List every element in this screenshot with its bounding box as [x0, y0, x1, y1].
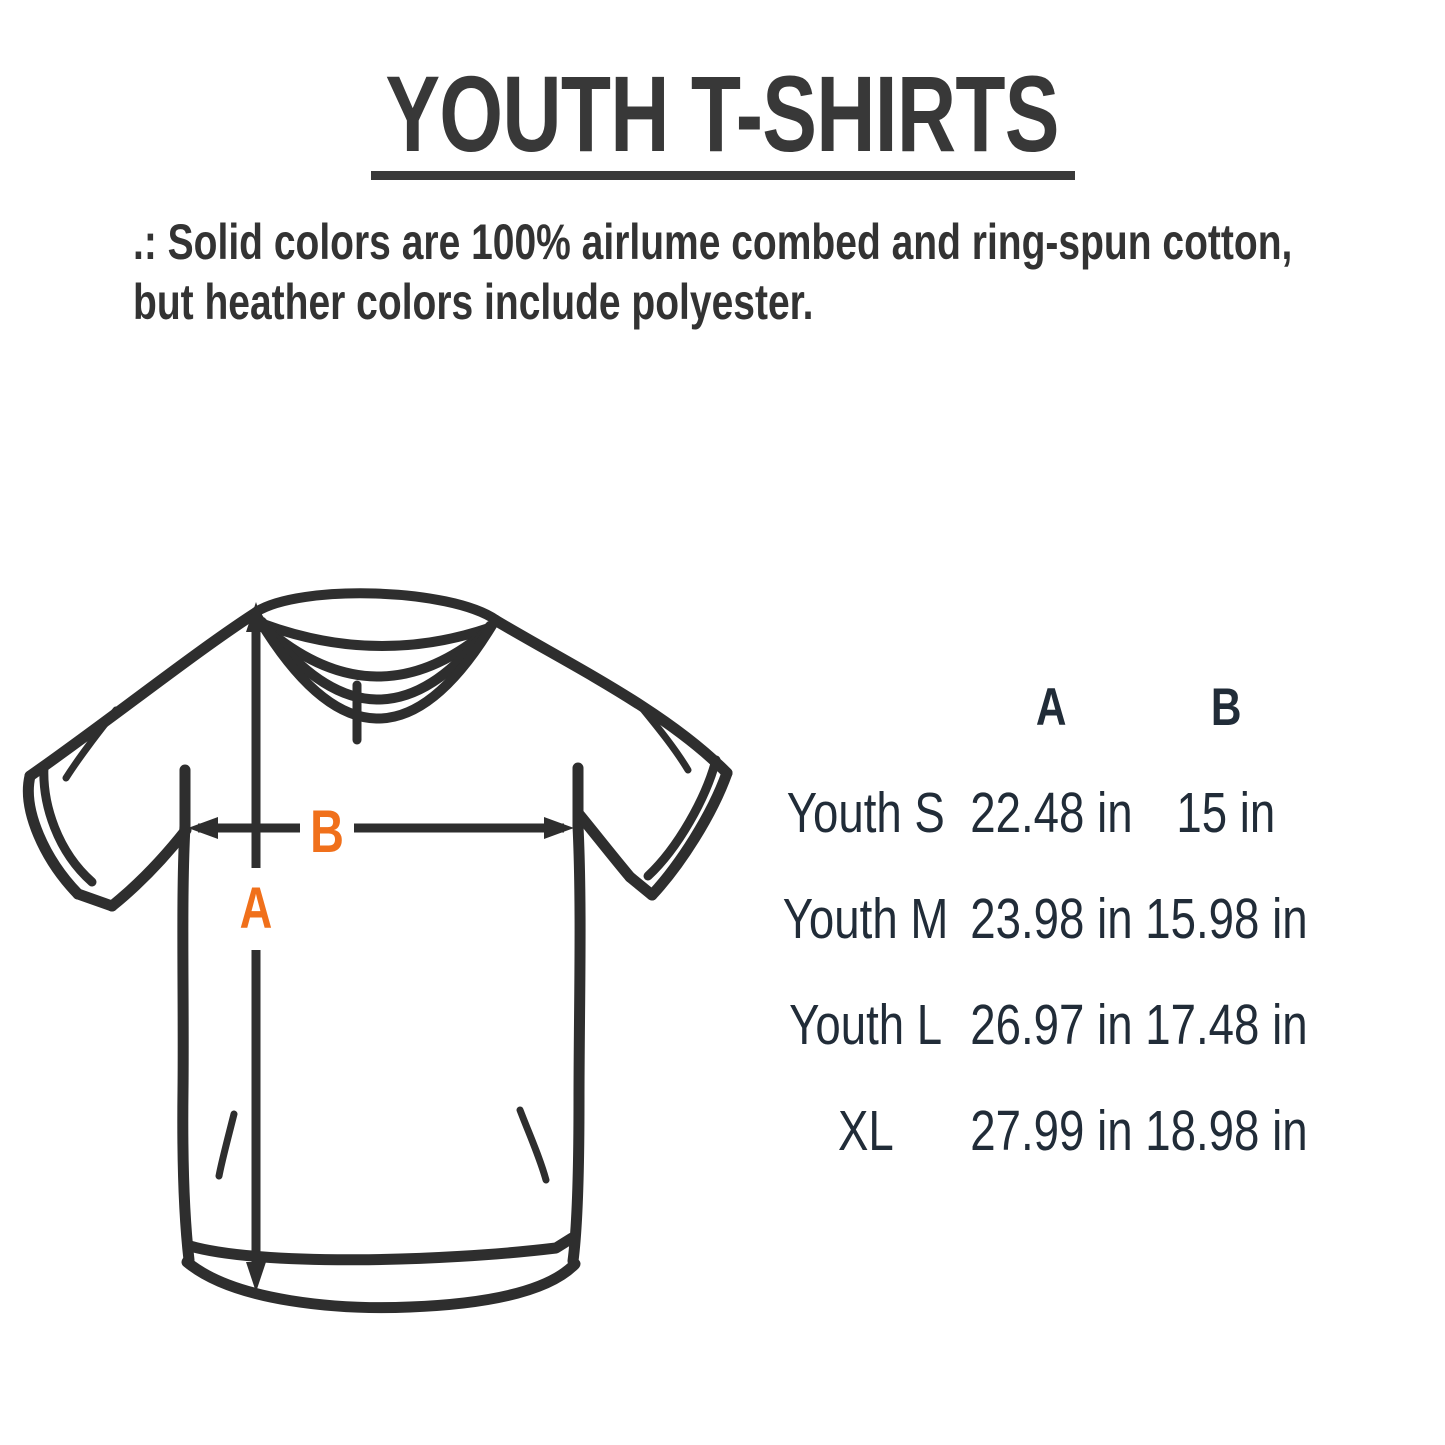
row-youth-s-b: 15 in: [1176, 780, 1276, 845]
width-label-group: B: [310, 798, 344, 865]
row-xl-a: 27.99 in: [969, 1098, 1133, 1163]
arrow-up-icon: [246, 602, 266, 632]
tshirt-measurement-diagram: A B: [0, 570, 760, 1350]
row-xl-b: 18.98 in: [1144, 1098, 1308, 1163]
length-label-a: A: [240, 877, 273, 942]
arrow-left-icon: [188, 817, 218, 839]
size-table: A B Youth S 22.48 in 15 in Youth M 23.98…: [771, 654, 1311, 1184]
description-line-2: but heather colors include polyester.: [133, 274, 814, 330]
page-title-wrap: YOUTH T-SHIRTS: [0, 60, 1445, 168]
length-label-group: A: [240, 877, 273, 942]
row-xl-size: XL: [838, 1098, 894, 1163]
page-title: YOUTH T-SHIRTS: [385, 53, 1060, 174]
tshirt-line-art: A B: [22, 588, 733, 1314]
arrow-down-icon: [246, 1262, 266, 1292]
tshirt-detail-lines: [39, 680, 721, 887]
width-measure-line: [188, 817, 574, 839]
tshirt-collar: [251, 588, 501, 724]
row-youth-s-a: 22.48 in: [969, 780, 1133, 845]
row-youth-m-size: Youth M: [783, 886, 949, 951]
row-youth-l-b: 17.48 in: [1144, 992, 1308, 1057]
row-youth-l-size: Youth L: [789, 992, 943, 1057]
description-line-1: .: Solid colors are 100% airlume combed …: [133, 214, 1293, 270]
length-measure-line: [246, 602, 266, 1292]
width-label-b: B: [310, 798, 344, 865]
row-youth-l-a: 26.97 in: [969, 992, 1133, 1057]
tshirt-outline: [22, 606, 733, 1314]
row-youth-m-a: 23.98 in: [969, 886, 1133, 951]
row-youth-m-b: 15.98 in: [1144, 886, 1308, 951]
header-cell-b: B: [1210, 677, 1242, 737]
row-youth-s-size: Youth S: [786, 780, 946, 845]
header-cell-a: A: [1035, 677, 1067, 737]
arrow-right-icon: [544, 817, 574, 839]
title-underline: [370, 171, 1075, 180]
header-cell-empty: [771, 654, 961, 760]
product-description: .: Solid colors are 100% airlume combed …: [133, 212, 1445, 332]
tshirt-crease-lines: [62, 704, 692, 1184]
